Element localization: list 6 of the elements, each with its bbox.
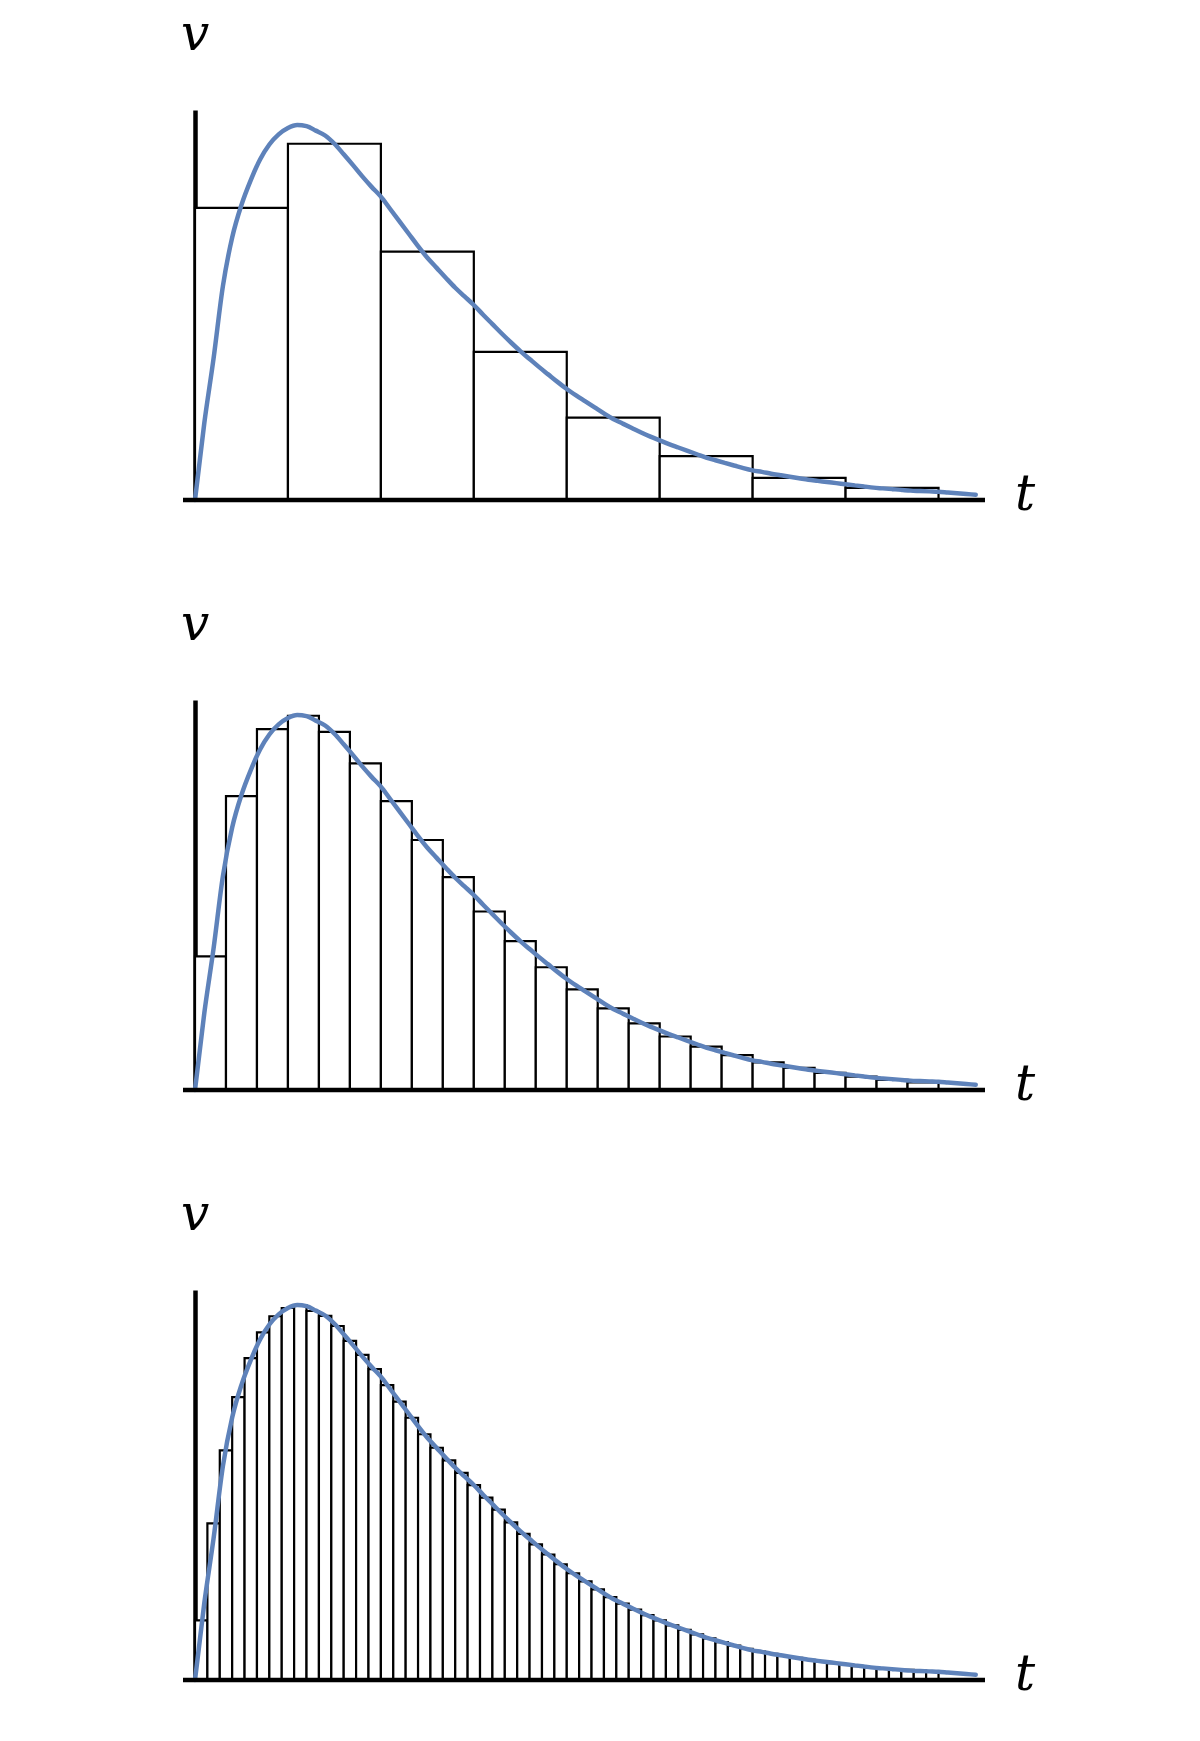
y-axis-title: v [180, 4, 210, 62]
x-axis-title: t [1015, 1054, 1036, 1112]
x-axis-title: t [1015, 1644, 1036, 1702]
y-axis-title: v [180, 1184, 210, 1242]
y-axis-title: v [180, 594, 210, 652]
x-axis-title: t [1015, 464, 1036, 522]
